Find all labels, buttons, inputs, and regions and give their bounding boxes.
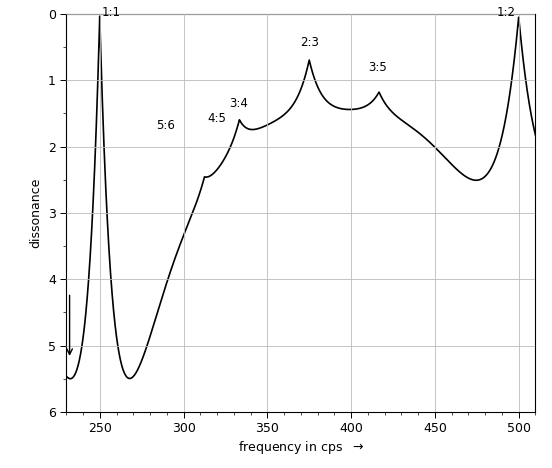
Text: 3:5: 3:5: [369, 61, 388, 73]
X-axis label: frequency in cps  $\rightarrow$: frequency in cps $\rightarrow$: [238, 439, 364, 456]
Text: 1:2: 1:2: [496, 7, 516, 19]
Text: 4:5: 4:5: [207, 112, 226, 125]
Y-axis label: dissonance: dissonance: [29, 178, 43, 248]
Text: 5:6: 5:6: [156, 119, 175, 132]
Text: 2:3: 2:3: [300, 36, 319, 49]
Text: 3:4: 3:4: [230, 97, 248, 110]
Text: 1:1: 1:1: [102, 7, 120, 19]
